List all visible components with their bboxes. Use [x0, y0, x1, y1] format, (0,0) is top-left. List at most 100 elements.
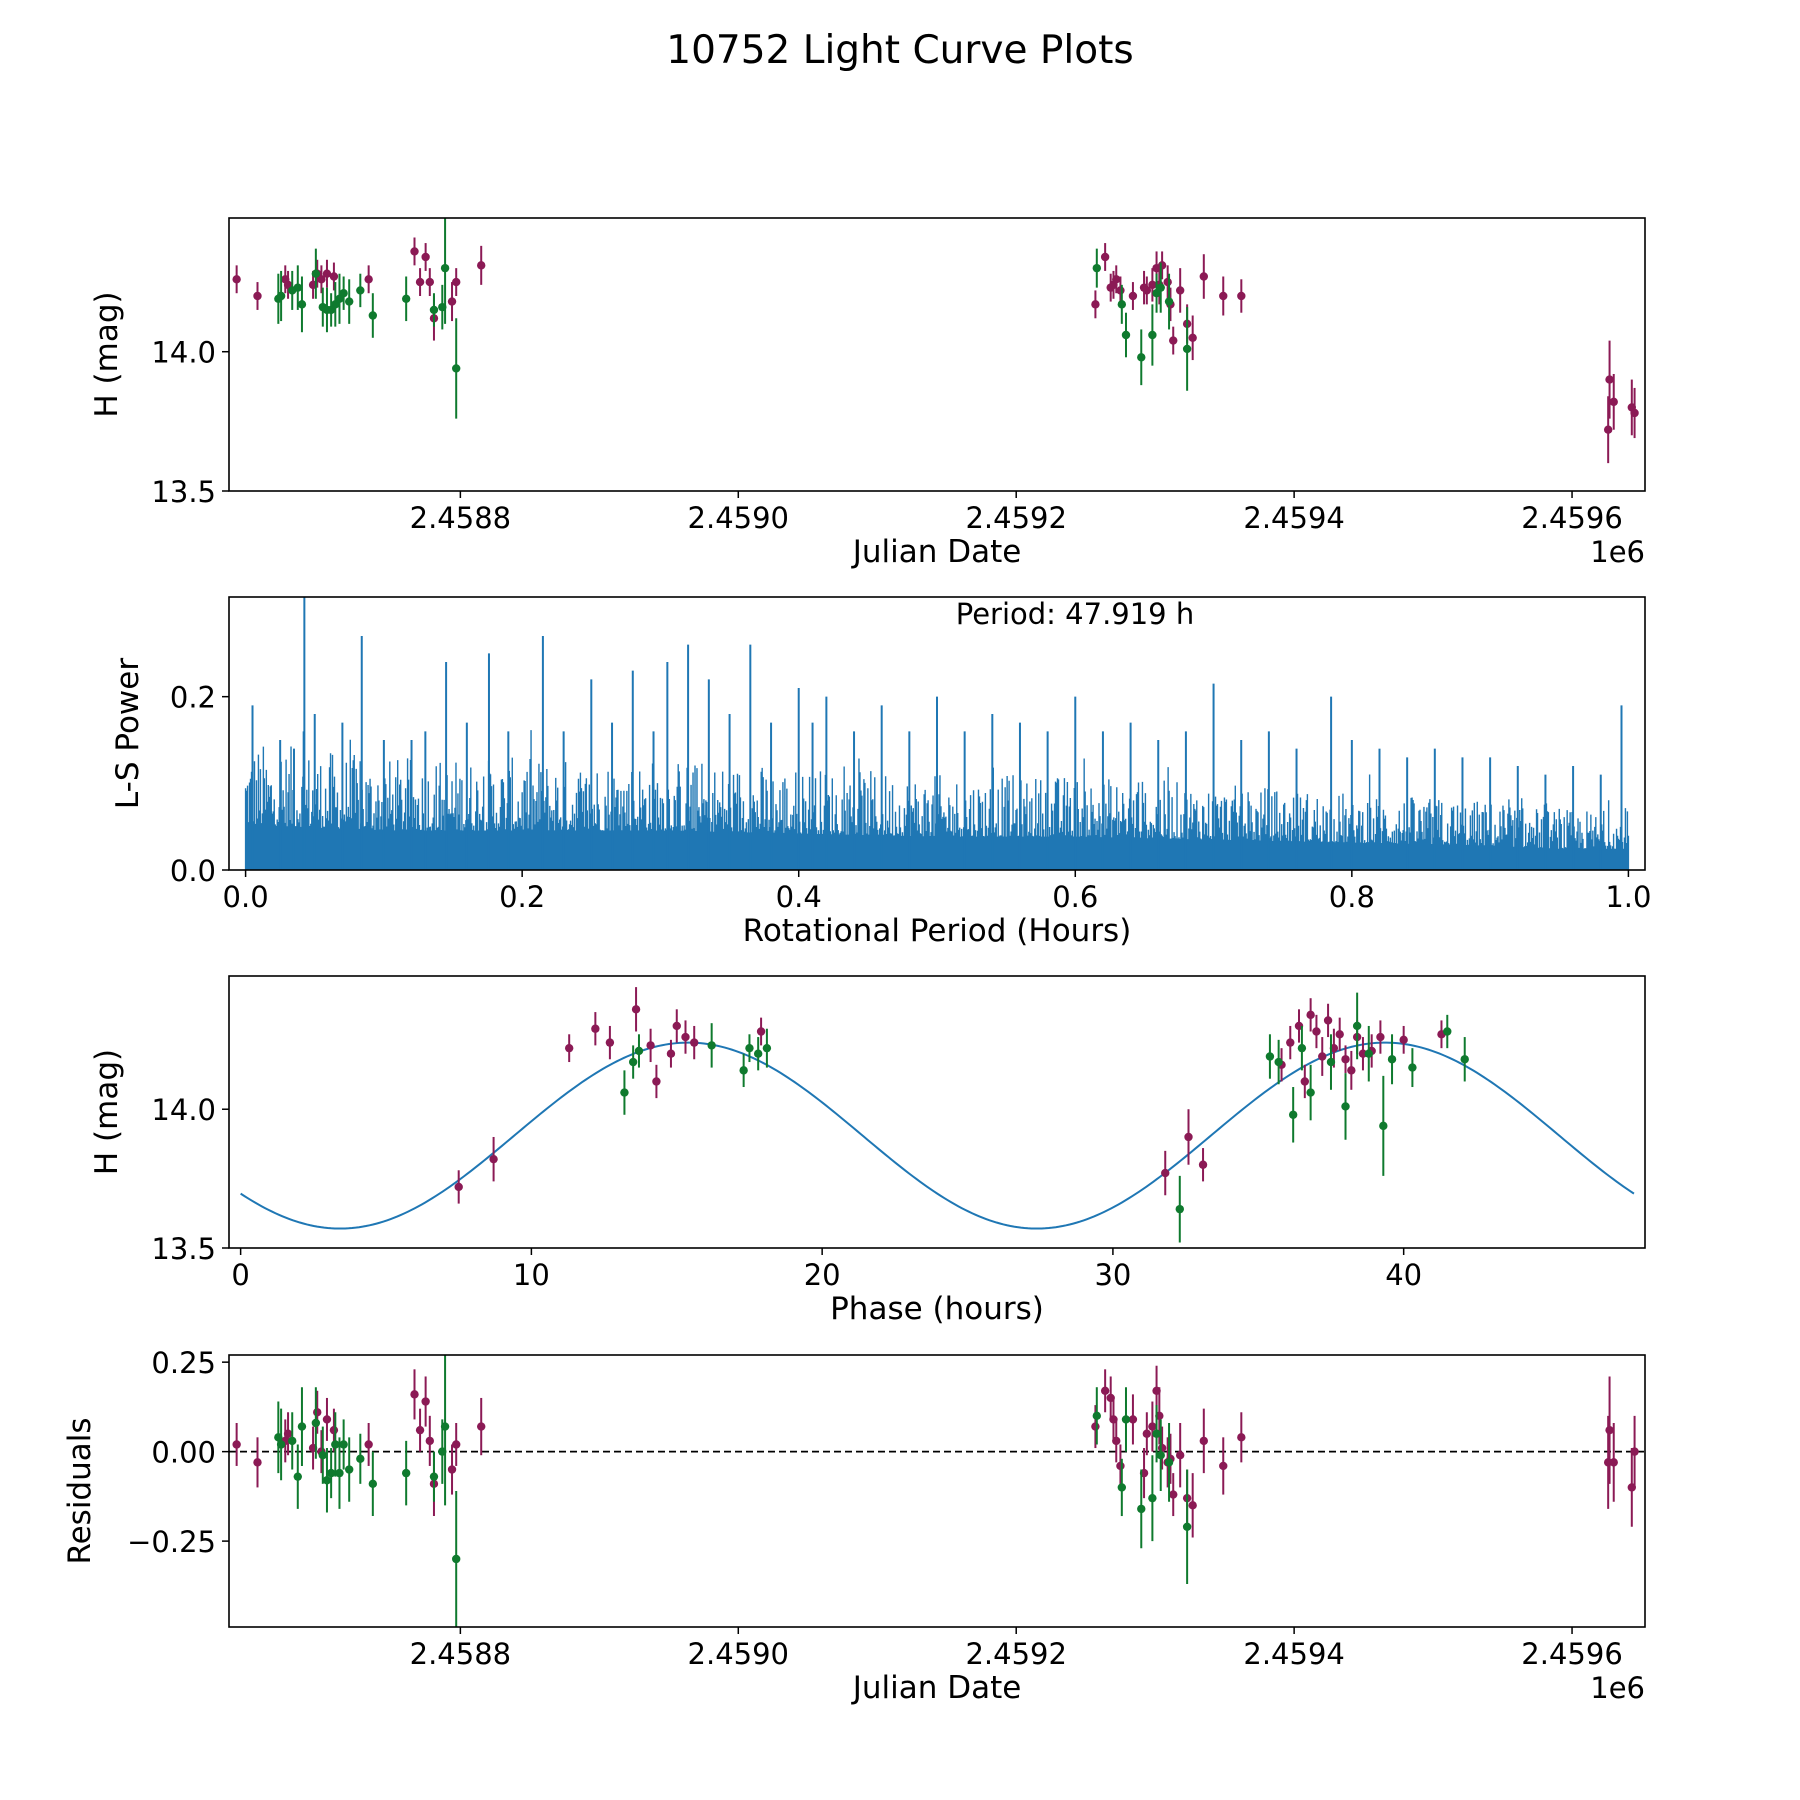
data-point: [1630, 1447, 1639, 1456]
x-tick-label: 0: [231, 1258, 249, 1292]
phased-panel: 0 10 20 30 40 13.5 14.0 Phase (hours) H (mag): [89, 975, 1646, 1327]
data-point: [1156, 283, 1165, 292]
data-point: [410, 1390, 419, 1399]
y-tick-label: −0.25: [127, 1525, 216, 1559]
data-point: [1182, 344, 1192, 354]
model-curve: [240, 1041, 1635, 1230]
residuals-plot-area: [229, 1355, 1645, 1627]
band_a-series: [232, 237, 1639, 464]
x-axis-label: Rotational Period (Hours): [743, 913, 1132, 949]
data-point: [1219, 1461, 1228, 1471]
x-axis-label: Julian Date: [851, 1670, 1022, 1706]
data-point: [1443, 1027, 1452, 1036]
data-point: [1300, 1077, 1310, 1086]
x-tick-label: 2.4592: [965, 1637, 1066, 1671]
data-point: [311, 269, 321, 278]
phased-plot-area: [240, 987, 1635, 1243]
figure-title: 10752 Light Curve Plots: [666, 28, 1134, 73]
data-point: [628, 1057, 638, 1067]
data-point: [1364, 1049, 1373, 1058]
x-tick-label: 2.4594: [1243, 1637, 1344, 1671]
data-point: [401, 1468, 411, 1478]
data-point: [1175, 286, 1185, 295]
data-point: [1609, 1458, 1618, 1467]
x-tick-label: 2.4590: [688, 1637, 789, 1671]
data-point: [451, 364, 461, 373]
data-point: [1169, 1490, 1178, 1499]
data-point: [646, 1041, 655, 1050]
data-point: [1358, 1049, 1368, 1058]
y-tick-label: 0.00: [151, 1436, 216, 1470]
data-point: [753, 1049, 763, 1058]
data-point: [1116, 1461, 1125, 1471]
y-tick-label: 14.0: [151, 336, 216, 370]
data-point: [293, 1472, 302, 1481]
x-tick-label: 30: [1094, 1258, 1131, 1292]
data-point: [425, 277, 434, 287]
data-point: [1184, 1132, 1193, 1142]
data-point: [1148, 1493, 1157, 1503]
data-point: [288, 1436, 297, 1446]
data-point: [1408, 1063, 1417, 1072]
data-point: [1100, 1386, 1110, 1395]
data-point: [1112, 1436, 1121, 1446]
data-point: [429, 305, 439, 315]
y-tick-label: 0.25: [151, 1346, 216, 1380]
data-point: [1318, 1052, 1327, 1061]
data-point: [1157, 1443, 1167, 1453]
data-point: [1312, 1027, 1321, 1036]
data-point: [762, 1043, 772, 1053]
data-point: [232, 275, 241, 284]
data-point: [276, 1440, 286, 1449]
data-point: [1352, 1021, 1362, 1031]
periodogram-axes-frame: [228, 596, 1646, 871]
data-point: [1128, 291, 1138, 301]
data-point: [477, 1422, 486, 1431]
data-point: [1117, 1483, 1127, 1492]
data-point: [1156, 1451, 1165, 1460]
data-point: [1092, 1411, 1102, 1421]
data-point: [401, 294, 411, 303]
data-point: [477, 261, 486, 270]
data-point: [1347, 1066, 1356, 1075]
data-point: [1137, 1504, 1146, 1514]
data-point: [356, 286, 365, 295]
data-point: [345, 297, 354, 306]
data-point: [313, 1408, 322, 1417]
data-point: [1148, 280, 1157, 290]
data-point: [440, 263, 450, 273]
data-point: [329, 272, 339, 281]
data-point: [322, 1415, 332, 1424]
data-point: [1605, 375, 1614, 384]
data-point: [1335, 1030, 1344, 1039]
data-point: [297, 300, 307, 309]
data-point: [756, 1027, 766, 1036]
x-offset-label: 1e6: [1590, 1671, 1645, 1705]
data-point: [410, 247, 419, 256]
y-tick-label: 13.5: [151, 475, 216, 509]
x-tick-label: 0.0: [223, 880, 269, 914]
band_b-series: [620, 992, 1469, 1243]
data-point: [364, 1440, 373, 1449]
lightcurve-panel: 2.4588 2.4590 2.4592 2.4594 2.4596 13.5 14.0 Ju…: [89, 217, 1646, 570]
data-point: [415, 1425, 425, 1435]
data-point: [745, 1043, 754, 1053]
data-point: [1237, 291, 1246, 301]
lightcurve-plot-area: [232, 218, 1639, 464]
data-point: [331, 1440, 340, 1449]
data-point: [1306, 1088, 1315, 1097]
data-point: [368, 1479, 378, 1489]
data-point: [707, 1041, 716, 1050]
residuals-axes-frame: [228, 1354, 1646, 1628]
x-tick-label: 0.4: [776, 880, 822, 914]
data-point: [253, 291, 262, 301]
data-point: [1121, 1415, 1131, 1424]
data-point: [1112, 275, 1121, 284]
data-point: [1182, 1522, 1192, 1531]
data-point: [1128, 1415, 1138, 1424]
data-point: [634, 1046, 644, 1056]
y-tick-label: 0.2: [170, 681, 216, 715]
data-point: [1603, 425, 1613, 434]
x-tick-label: 2.4594: [1243, 501, 1344, 535]
data-point: [454, 1182, 463, 1192]
